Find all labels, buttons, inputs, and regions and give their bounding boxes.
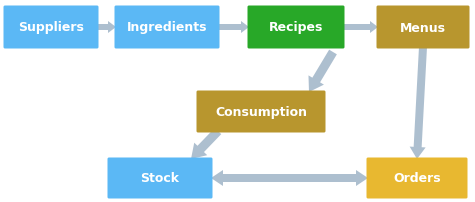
Polygon shape — [211, 170, 368, 186]
Polygon shape — [308, 50, 337, 93]
FancyBboxPatch shape — [377, 6, 469, 49]
FancyBboxPatch shape — [107, 158, 212, 199]
Polygon shape — [218, 22, 249, 34]
Text: Suppliers: Suppliers — [18, 21, 84, 34]
FancyBboxPatch shape — [114, 6, 219, 49]
Text: Recipes: Recipes — [269, 21, 323, 34]
FancyBboxPatch shape — [197, 91, 325, 133]
FancyBboxPatch shape — [367, 158, 467, 199]
Text: Consumption: Consumption — [215, 105, 307, 118]
Polygon shape — [409, 47, 427, 159]
Text: Orders: Orders — [393, 172, 441, 185]
FancyBboxPatch shape — [3, 6, 98, 49]
Polygon shape — [343, 22, 378, 34]
Polygon shape — [97, 22, 116, 34]
Text: Stock: Stock — [141, 172, 180, 185]
Text: Menus: Menus — [400, 21, 446, 34]
Polygon shape — [191, 128, 221, 159]
Text: Ingredients: Ingredients — [127, 21, 207, 34]
FancyBboxPatch shape — [247, 6, 344, 49]
